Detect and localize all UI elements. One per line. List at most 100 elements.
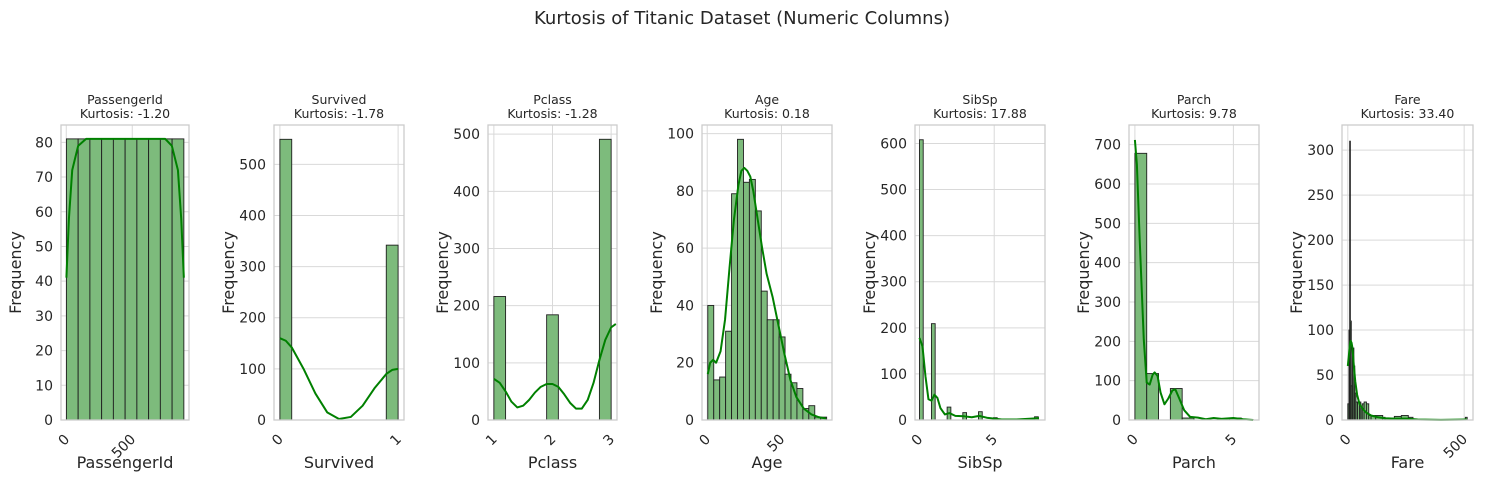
figure-title: Kurtosis of Titanic Dataset (Numeric Col… (534, 8, 950, 29)
subplot-title: SibSp (962, 92, 997, 107)
plot-frame (914, 124, 1046, 421)
y-axis-label: Frequency (219, 231, 238, 314)
x-tick-label: 0 (269, 432, 287, 450)
y-tick-label: 200 (1307, 233, 1334, 249)
y-tick-label: 100 (880, 367, 907, 383)
y-tick-label: 200 (453, 299, 480, 315)
y-tick-label: 300 (239, 260, 266, 276)
x-tick-label: 2 (542, 432, 560, 450)
histogram-bar (919, 139, 924, 421)
y-tick-label: 200 (880, 321, 907, 337)
y-axis-label: Frequency (433, 231, 452, 314)
kde-line (1133, 139, 1254, 421)
kurtosis-label: Kurtosis: 17.88 (933, 106, 1027, 121)
y-tick-label: 500 (239, 157, 266, 173)
y-tick-label: 400 (239, 208, 266, 224)
plot-frame (1128, 124, 1260, 421)
x-tick-label: 0 (1124, 432, 1142, 450)
histogram-bar (766, 319, 774, 421)
subplot-title: Pclass (533, 92, 572, 107)
subplot-title: Age (755, 92, 779, 107)
y-tick-label: 0 (257, 413, 266, 429)
histogram-bar (101, 138, 114, 421)
y-tick-label: 200 (239, 311, 266, 327)
histogram-bar (136, 138, 150, 421)
y-tick-label: 250 (1307, 188, 1334, 204)
histogram-bar (112, 138, 126, 421)
y-axis-label: Frequency (1287, 231, 1306, 314)
y-tick-label: 0 (44, 413, 53, 429)
y-tick-label: 50 (35, 239, 53, 255)
histogram-bar (159, 138, 173, 421)
y-tick-label: 100 (1094, 374, 1121, 390)
histogram-bar (1146, 373, 1159, 421)
kde-line (706, 166, 827, 420)
y-tick-label: 100 (1307, 323, 1334, 339)
x-axis-label: Pclass (528, 453, 577, 472)
x-axis-label: Fare (1391, 453, 1425, 472)
y-tick-label: 400 (453, 184, 480, 200)
y-axis-label: Frequency (6, 231, 25, 314)
histogram-bar (725, 330, 733, 421)
y-axis-label: Frequency (1074, 231, 1093, 314)
y-tick-label: 300 (1094, 295, 1121, 311)
y-tick-label: 40 (676, 298, 694, 314)
y-tick-label: 30 (35, 309, 53, 325)
x-axis-label: SibSp (957, 453, 1002, 472)
histogram-bar (719, 376, 727, 421)
y-tick-label: 400 (1094, 256, 1121, 272)
x-tick-label: 0 (55, 432, 73, 450)
y-tick-label: 150 (1307, 278, 1334, 294)
histogram-bar (713, 379, 721, 421)
kurtosis-label: Kurtosis: -1.28 (507, 106, 597, 121)
y-tick-label: 500 (880, 183, 907, 199)
kurtosis-label: Kurtosis: 9.78 (1151, 106, 1237, 121)
y-tick-label: 0 (1112, 413, 1121, 429)
histogram-bar (89, 138, 103, 421)
y-axis-label: Frequency (647, 231, 666, 314)
histogram-bar (493, 296, 507, 421)
kde-line (279, 337, 399, 420)
histogram-bar (148, 138, 161, 421)
kurtosis-label: Kurtosis: -1.78 (294, 106, 384, 121)
y-tick-label: 300 (1307, 143, 1334, 159)
y-tick-label: 100 (667, 127, 694, 143)
x-tick-label: 5 (983, 432, 1001, 450)
y-tick-label: 0 (685, 413, 694, 429)
y-tick-label: 700 (1094, 138, 1121, 154)
plot-frame (60, 124, 190, 421)
kde-line (493, 323, 617, 410)
y-tick-label: 100 (239, 362, 266, 378)
histogram-bar (748, 178, 756, 421)
kde-line (1346, 339, 1467, 421)
histogram-bar (77, 138, 91, 421)
y-tick-label: 70 (35, 170, 53, 186)
x-tick-label: 0 (1337, 432, 1355, 450)
histogram-bar (385, 244, 399, 421)
y-tick-label: 20 (676, 356, 694, 372)
kde-line (918, 337, 1040, 421)
y-tick-label: 80 (35, 135, 53, 151)
x-tick-label: 1 (387, 432, 405, 450)
y-tick-label: 600 (1094, 177, 1121, 193)
y-axis-label: Frequency (860, 231, 879, 314)
histogram-bar (124, 138, 138, 421)
x-tick-label: 50 (764, 432, 788, 456)
x-tick-label: 5 (1223, 432, 1241, 450)
histogram-bar (930, 323, 936, 421)
y-tick-label: 40 (35, 274, 53, 290)
y-tick-label: 200 (1094, 334, 1121, 350)
y-tick-label: 500 (1094, 216, 1121, 232)
y-tick-label: 100 (453, 356, 480, 372)
plot-frame (701, 124, 833, 421)
y-tick-label: 80 (676, 184, 694, 200)
y-tick-label: 400 (880, 229, 907, 245)
x-tick-label: 3 (600, 432, 618, 450)
